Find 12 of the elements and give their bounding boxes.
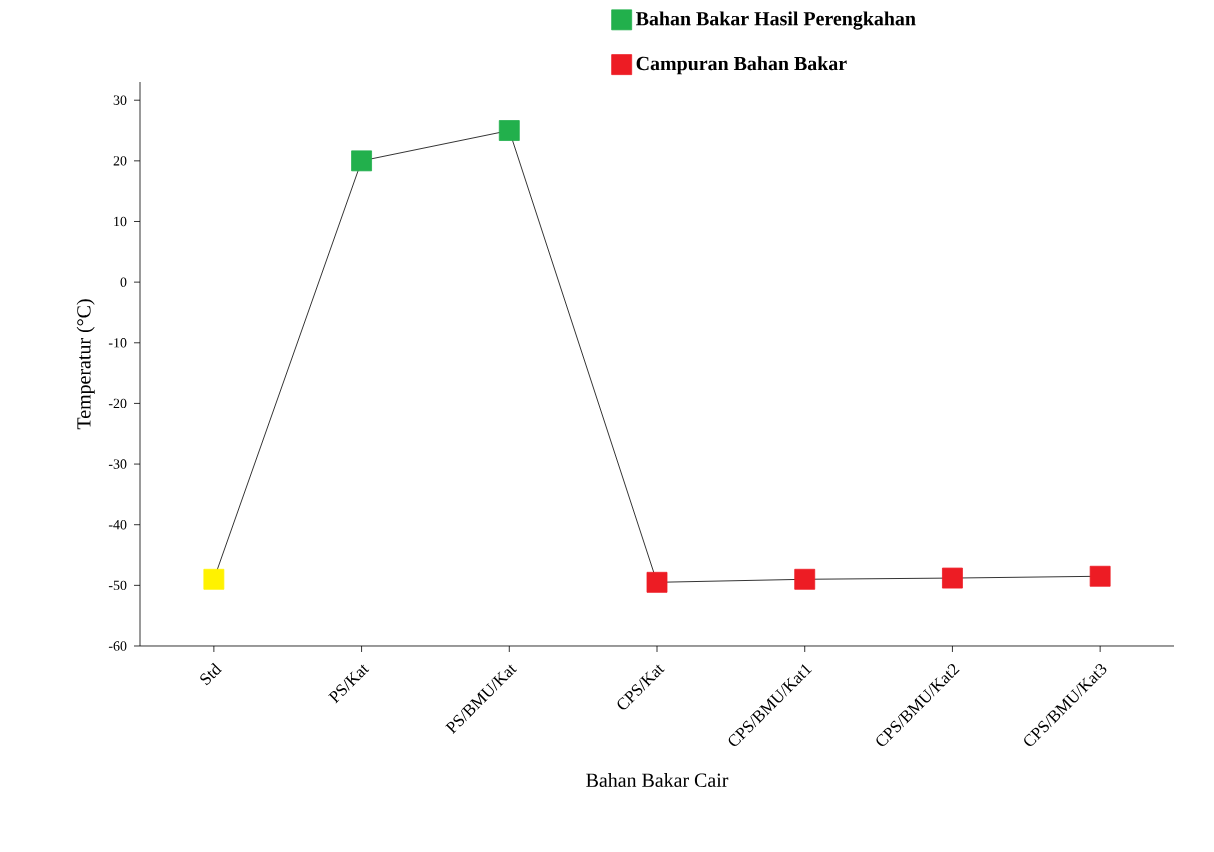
legend-label: Campuran Bahan Bakar xyxy=(636,56,847,75)
x-axis-title: Bahan Bakar Cair xyxy=(586,772,729,787)
y-axis-title: Temperatur (°C) xyxy=(76,299,95,430)
point xyxy=(498,120,520,141)
point xyxy=(646,571,668,593)
point xyxy=(203,568,225,590)
point xyxy=(942,567,963,589)
point xyxy=(1089,565,1111,587)
legend-label: Bahan Bakar Hasil Perengkahan xyxy=(636,11,916,30)
point xyxy=(351,150,372,172)
x-tick-label: Std xyxy=(200,662,223,686)
point xyxy=(794,568,816,590)
